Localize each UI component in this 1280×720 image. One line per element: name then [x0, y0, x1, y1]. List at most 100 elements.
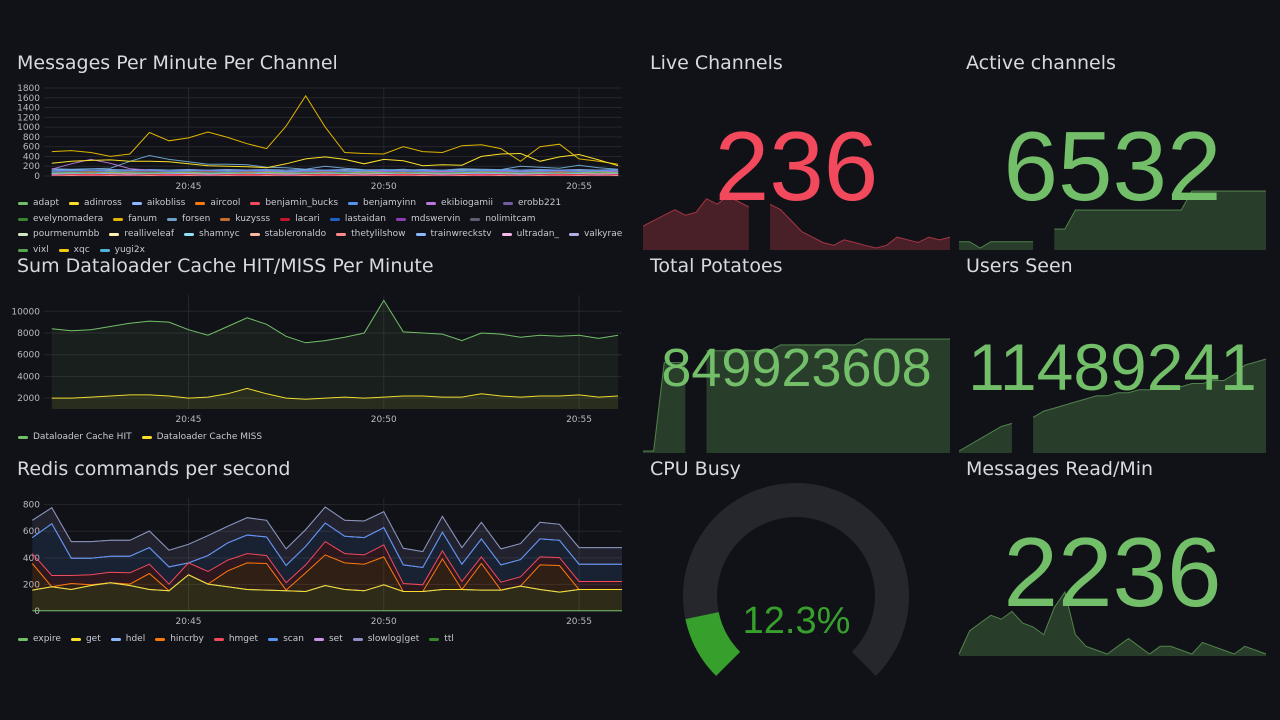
series-line-Dataloader Cache MISS[interactable] [51, 387, 619, 400]
legend-swatch-icon [99, 248, 110, 252]
legend-item[interactable]: ultradan_ [501, 227, 559, 243]
legend-item[interactable]: set [313, 632, 343, 648]
legend-item[interactable]: hmget [213, 632, 258, 648]
panel-redis-commands[interactable]: Redis commands per second 0 200 400 600 800 2… [10, 458, 630, 654]
legend-item[interactable]: yugi2x [99, 243, 145, 259]
legend-item[interactable]: scan [268, 632, 304, 648]
legend-label: fanum [128, 213, 158, 224]
legend-item[interactable]: valkyrae [568, 227, 622, 243]
legend-item[interactable]: slowlog|get [352, 632, 420, 648]
panel-active-channels[interactable]: Active channels 6532 [959, 52, 1266, 250]
legend-item[interactable]: benjamyinn [348, 196, 416, 212]
legend-item[interactable]: erobb221 [503, 196, 561, 212]
panel-total-potatoes[interactable]: Total Potatoes 849923608 [643, 255, 950, 453]
legend-label: Dataloader Cache HIT [33, 432, 132, 442]
panel-title: Redis commands per second [17, 458, 291, 480]
legend-swatch-icon [109, 233, 120, 237]
panel-title: Active channels [966, 52, 1116, 74]
legend-swatch-icon [396, 217, 406, 221]
series-line-Dataloader Cache HIT[interactable] [51, 299, 619, 344]
legend-swatch-icon [313, 638, 324, 642]
sparkline-line [1054, 190, 1266, 230]
legend-item[interactable]: expire [18, 632, 61, 648]
legend-item[interactable]: benjamin_bucks [250, 196, 338, 212]
legend-item[interactable]: get [70, 632, 101, 648]
series-line-scan[interactable] [32, 522, 622, 569]
panel-messages-read[interactable]: Messages Read/Min 2236 [958, 458, 1267, 656]
series-line-get[interactable] [32, 574, 622, 593]
cache-chart[interactable]: 2000 4000 6000 8000 10000 20:45 20:50 20:55 [10, 291, 630, 427]
series-line-slowlog|get[interactable] [32, 506, 622, 553]
series-line-fanum[interactable] [51, 94, 619, 165]
panel-cpu-busy[interactable]: CPU Busy 12.3% [643, 458, 950, 676]
legend-item[interactable]: fanum [113, 212, 157, 228]
legend-item[interactable]: adapt [18, 196, 59, 212]
legend-swatch-icon [336, 233, 347, 237]
panel-title: Users Seen [966, 255, 1073, 277]
legend-label: evelynomadera [33, 213, 104, 224]
legend-item[interactable]: adinross [69, 196, 122, 212]
panel-users-seen[interactable]: Users Seen 11489241 [958, 255, 1267, 453]
panel-title: Messages Read/Min [966, 458, 1154, 480]
sparkline-line [959, 241, 1034, 249]
legend-item[interactable]: Dataloader Cache MISS [141, 430, 262, 446]
legend-item[interactable]: evelynomadera [18, 212, 103, 228]
y-tick-label: 800 [23, 133, 40, 143]
legend-item[interactable]: aikobliss [131, 196, 186, 212]
panel-cache-hit-miss[interactable]: Sum Dataloader Cache HIT/MISS Per Minute… [10, 255, 630, 451]
series-line-adinross[interactable] [51, 152, 619, 169]
series-area-slowlog|get [32, 507, 623, 568]
legend-swatch-icon [250, 202, 261, 206]
series-line-forsen[interactable] [51, 154, 619, 172]
x-tick-label: 20:45 [176, 182, 202, 192]
legend-item[interactable]: lastaidan [329, 212, 386, 228]
legend-swatch-icon [426, 202, 437, 206]
y-tick-label: 600 [23, 527, 40, 537]
gauge-track [683, 483, 909, 676]
y-tick-label: 1600 [17, 94, 40, 104]
series-area-Dataloader Cache MISS [51, 388, 619, 409]
legend-item[interactable]: vixl [18, 243, 49, 259]
panel-messages-per-minute[interactable]: Messages Per Minute Per Channel 0 200 400 6… [10, 52, 630, 255]
legend-label: slowlog|get [367, 634, 420, 644]
cpu-gauge [683, 483, 909, 676]
legend-item[interactable]: thetylilshow [336, 227, 406, 243]
users-seen-sparkline [958, 358, 1267, 453]
series-line-adapt[interactable] [51, 171, 619, 174]
legend-item[interactable]: aircool [195, 196, 240, 212]
x-tick-label: 20:55 [566, 617, 592, 627]
legend-label: mdswervin [411, 213, 461, 224]
legend-label: hdel [125, 634, 146, 644]
legend-swatch-icon [131, 202, 142, 206]
legend-item[interactable]: trainwreckstv [415, 227, 492, 243]
legend-label: benjamin_bucks [265, 198, 339, 208]
sparkline-line [642, 195, 750, 227]
legend-item[interactable]: xqc [58, 243, 90, 259]
legend-item[interactable]: mdswervin [396, 212, 460, 228]
legend-item[interactable]: kuzysss [220, 212, 270, 228]
y-tick-label: 200 [23, 580, 40, 590]
legend-item[interactable]: ttl [429, 632, 454, 648]
legend-item[interactable]: Dataloader Cache HIT [18, 430, 132, 446]
panel-title: Total Potatoes [650, 255, 783, 277]
legend-item[interactable]: pourmenumbb [18, 227, 99, 243]
legend-item[interactable]: lacari [280, 212, 320, 228]
sparkline-area [959, 423, 1012, 453]
redis-chart[interactable]: 0 200 400 600 800 20:45 20:50 20:55 [10, 494, 630, 629]
series-line-hmget[interactable] [31, 540, 622, 586]
legend-item[interactable]: hincrby [155, 632, 204, 648]
legend-item[interactable]: shamnyc [184, 227, 240, 243]
legend-item[interactable]: forsen [167, 212, 210, 228]
legend-item[interactable]: realliveleaf [109, 227, 174, 243]
legend-swatch-icon [568, 233, 579, 237]
legend-item[interactable]: hdel [110, 632, 146, 648]
series-line-benjamyinn[interactable] [51, 169, 619, 172]
legend-item[interactable]: nolimitcam [470, 212, 536, 228]
y-tick-label: 800 [23, 501, 40, 511]
legend-item[interactable]: ekibiogamii [426, 196, 493, 212]
series-line-hincrby[interactable] [31, 554, 622, 592]
legend-label: aikobliss [146, 198, 186, 208]
panel-live-channels[interactable]: Live Channels 236 [642, 52, 951, 250]
legend-item[interactable]: stableronaldo [249, 227, 326, 243]
